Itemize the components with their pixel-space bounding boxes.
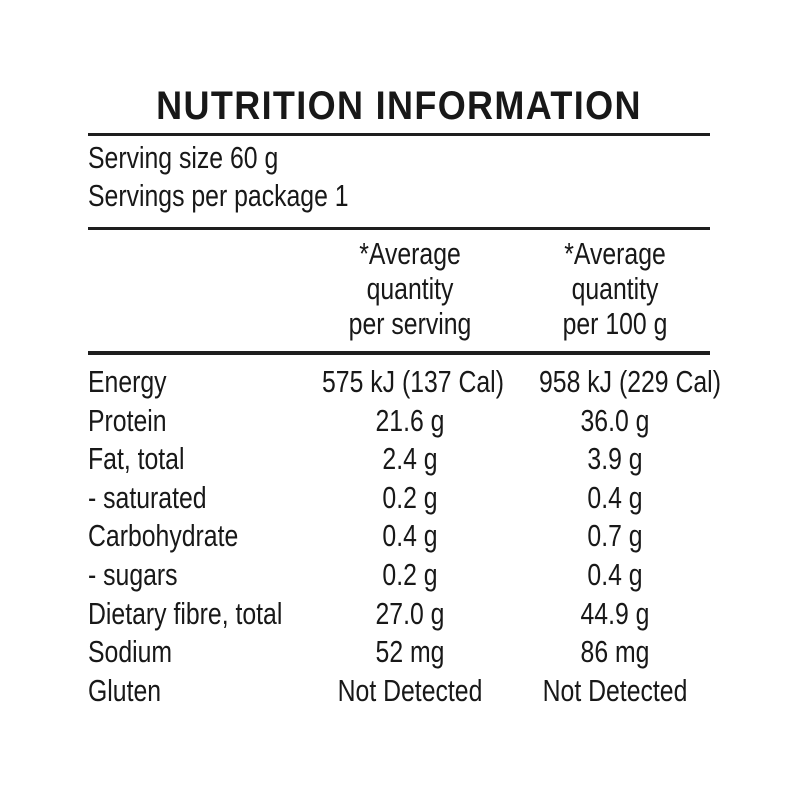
nutrient-name: Energy (88, 363, 300, 402)
value-per-serving-text: 52 mg (375, 634, 445, 670)
value-per-serving: 0.2 g (300, 479, 520, 518)
divider-top (88, 133, 710, 136)
value-per-serving: 575 kJ (137 Cal) (300, 363, 520, 402)
servings-per-package-text: Servings per package 1 (88, 178, 349, 213)
serving-info: Serving size 60 g Servings per package 1 (88, 139, 710, 215)
nutrient-name: - sugars (88, 556, 300, 595)
column-header-per-100g: *Average quantity per 100 g (520, 236, 710, 341)
nutrient-name-text: - saturated (88, 479, 207, 515)
value-per-serving-text: 0.2 g (382, 479, 438, 515)
label-title: NUTRITION INFORMATION (156, 84, 642, 128)
value-per-100g-text: 3.9 g (587, 441, 643, 477)
value-per-serving: 0.4 g (300, 517, 520, 556)
value-per-serving: 27.0 g (300, 595, 520, 634)
column-headers: *Average quantity per serving *Average q… (88, 236, 710, 341)
value-per-100g-text: 0.4 g (587, 556, 643, 592)
header-line: *Average (359, 236, 461, 271)
value-per-serving-text: 575 kJ (137 Cal) (322, 364, 504, 399)
value-per-serving-text: 2.4 g (382, 441, 438, 477)
value-per-100g: 0.7 g (520, 517, 710, 556)
value-per-100g: 86 mg (520, 633, 710, 672)
nutrient-name-text: Protein (88, 402, 167, 438)
nutrient-name: Carbohydrate (88, 517, 300, 556)
value-per-serving: 0.2 g (300, 556, 520, 595)
value-per-100g: 3.9 g (520, 440, 710, 479)
value-per-serving: Not Detected (300, 672, 520, 711)
value-per-100g-text: Not Detected (542, 672, 688, 708)
header-line: quantity (571, 271, 659, 306)
value-per-100g: 36.0 g (520, 402, 710, 441)
nutrient-name: Gluten (88, 672, 300, 711)
value-per-serving: 52 mg (300, 633, 520, 672)
header-line: quantity (366, 271, 454, 306)
value-per-100g: 0.4 g (520, 479, 710, 518)
nutrient-name-text: Gluten (88, 672, 162, 708)
value-per-100g-text: 86 mg (580, 634, 650, 670)
nutrient-name: - saturated (88, 479, 300, 518)
value-per-100g: 0.4 g (520, 556, 710, 595)
serving-size-text: Serving size 60 g (88, 140, 279, 175)
nutrient-name-text: Fat, total (88, 441, 185, 477)
nutrient-name: Fat, total (88, 440, 300, 479)
nutrient-name-text: Carbohydrate (88, 518, 239, 554)
header-line: per 100 g (562, 306, 668, 341)
header-line: per serving (348, 306, 472, 341)
value-per-100g: 44.9 g (520, 595, 710, 634)
value-per-100g-text: 0.4 g (587, 479, 643, 515)
header-line: *Average (564, 236, 666, 271)
value-per-serving-text: 27.0 g (375, 595, 445, 631)
nutrient-name-text: Sodium (88, 634, 173, 670)
nutrient-name: Dietary fibre, total (88, 595, 300, 634)
value-per-serving-text: 0.4 g (382, 518, 438, 554)
nutrient-name-text: Energy (88, 364, 167, 399)
value-per-100g-text: 44.9 g (580, 595, 650, 631)
divider-header (88, 351, 710, 355)
value-per-100g-text: 0.7 g (587, 518, 643, 554)
column-header-per-serving: *Average quantity per serving (300, 236, 520, 341)
value-per-100g: 958 kJ (229 Cal) (520, 363, 721, 402)
nutrient-name: Sodium (88, 633, 300, 672)
value-per-100g-text: 958 kJ (229 Cal) (539, 364, 721, 399)
value-per-100g: Not Detected (520, 672, 710, 711)
nutrient-name-text: Dietary fibre, total (88, 595, 283, 631)
value-per-100g-text: 36.0 g (580, 402, 650, 438)
divider-serving (88, 227, 710, 230)
nutrient-table: Energy 575 kJ (137 Cal) 958 kJ (229 Cal)… (88, 363, 721, 711)
header-spacer (88, 236, 300, 341)
value-per-serving: 2.4 g (300, 440, 520, 479)
value-per-serving: 21.6 g (300, 402, 520, 441)
nutrient-name: Protein (88, 402, 300, 441)
value-per-serving-text: 0.2 g (382, 556, 438, 592)
value-per-serving-text: 21.6 g (375, 402, 445, 438)
nutrient-name-text: - sugars (88, 556, 178, 592)
value-per-serving-text: Not Detected (337, 672, 483, 708)
